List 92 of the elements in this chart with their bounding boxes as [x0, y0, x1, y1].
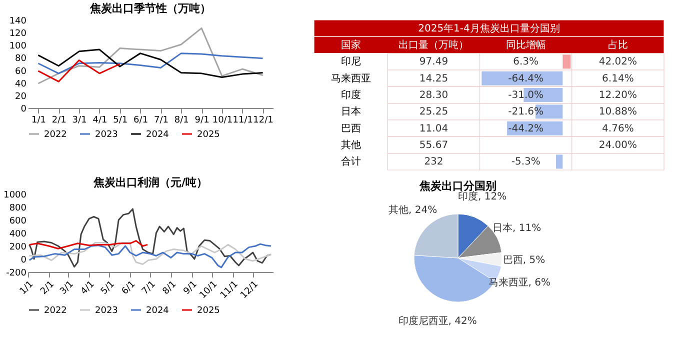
y-tick-label: 合计 [340, 156, 361, 168]
chart-title: 焦炭出口利润（元/吨） [92, 176, 208, 189]
legend-label: 2022 [44, 306, 67, 316]
line-series [37, 59, 121, 82]
y-tick-label: 1000 [4, 190, 27, 200]
data-label: 12.20% [598, 90, 638, 101]
legend-label: 2023 [95, 130, 118, 140]
y-tick-label: 20 [15, 92, 27, 102]
y-tick-label: 印尼 [340, 56, 361, 68]
data-label: 14.25 [419, 73, 448, 84]
legend-label: 2023 [95, 306, 118, 316]
y-tick-label: -200 [6, 268, 27, 278]
slice-label: 巴西, 5% [502, 255, 546, 266]
x-tick-label: 5/1 [113, 116, 128, 126]
data-label: 24.00% [598, 140, 638, 151]
data-label: 4.76% [602, 123, 634, 134]
line-series [37, 27, 264, 84]
data-label: 97.49 [419, 56, 448, 68]
x-tick-label: 10/1 [212, 116, 233, 126]
x-tick-label: 3/1 [58, 280, 76, 297]
data-label: 10.88% [598, 106, 638, 118]
data-label: -5.3% [511, 156, 540, 168]
x-tick-label: 1/1 [18, 280, 36, 297]
legend-label: 2025 [197, 306, 220, 316]
y-tick-label: 巴西 [340, 123, 361, 134]
y-tick-label: 马来西亚 [330, 72, 371, 84]
slice-label: 印度, 12% [458, 190, 507, 203]
data-label: 6.3% [513, 56, 539, 68]
legend-label: 2024 [146, 130, 170, 140]
data-label: -21.6% [508, 106, 544, 118]
x-tick-label: 7/1 [140, 280, 158, 297]
data-label: 232 [424, 156, 444, 168]
line-series [28, 242, 272, 265]
line-series [28, 243, 272, 268]
y-tick-label: 80 [15, 54, 27, 64]
legend-label: 2022 [44, 130, 67, 140]
x-tick-label: 6/1 [134, 116, 148, 126]
y-tick-label: 40 [15, 79, 27, 90]
y-tick-label: 0 [20, 104, 27, 114]
x-tick-label: 2/1 [52, 116, 66, 126]
y-tick-label: 其他 [340, 139, 361, 151]
data-label: 6.14% [602, 73, 634, 84]
data-label: -31.0% [508, 90, 544, 101]
x-tick-label: 4/1 [79, 280, 97, 297]
data-label: 25.25 [419, 106, 448, 118]
x-tick-label: 6/1 [120, 280, 138, 297]
x-tick-label: 4/1 [92, 116, 108, 126]
y-tick-label: 200 [9, 242, 27, 252]
x-tick-label: 3/1 [72, 116, 87, 126]
y-axis-title: 国家 [340, 39, 361, 51]
x-tick-label: 占比 [608, 39, 628, 51]
y-tick-label: 100 [9, 42, 27, 52]
y-tick-label: 0 [20, 256, 27, 266]
y-tick-label: 印度 [340, 89, 361, 101]
data-label: 28.30 [419, 90, 448, 101]
x-tick-label: 出口量（万吨） [398, 39, 469, 51]
y-tick-label: 60 [15, 66, 27, 77]
x-tick-label: 8/1 [161, 280, 179, 297]
x-tick-label: 5/1 [99, 280, 117, 297]
line-series [28, 240, 148, 250]
chart-title: 焦炭出口季节性（万吨） [89, 2, 211, 15]
x-tick-label: 12/1 [253, 116, 274, 126]
slice-label: 日本, 11% [492, 222, 542, 234]
line-series [28, 208, 272, 268]
slice-label: 马来西亚, 6% [488, 276, 550, 288]
line-series [37, 52, 264, 74]
x-tick-label: 2/1 [39, 280, 56, 297]
x-tick-label: 9/1 [182, 280, 200, 297]
y-tick-label: 140 [9, 16, 27, 26]
chart-title: 2025年1-4月焦炭出口量分国别 [418, 22, 560, 34]
y-tick-label: 120 [9, 29, 27, 40]
data-label: 42.02% [598, 56, 638, 68]
y-tick-label: 日本 [340, 106, 361, 118]
x-tick-label: 8/1 [174, 116, 189, 126]
x-tick-label: 同比增幅 [506, 39, 546, 51]
x-tick-label: 1/1 [31, 116, 46, 126]
x-tick-label: 9/1 [194, 116, 210, 126]
data-label: 11.04 [419, 123, 448, 134]
y-tick-label: 600 [9, 216, 27, 226]
legend-label: 2024 [146, 306, 170, 316]
data-label: 55.67 [419, 140, 448, 151]
slice-label: 印度尼西亚, 42% [398, 314, 477, 327]
legend-label: 2025 [197, 130, 220, 140]
slice-label: 其他, 24% [388, 204, 438, 216]
y-tick-label: 800 [9, 204, 27, 214]
data-label: -44.2% [508, 123, 544, 134]
y-tick-label: 400 [9, 230, 27, 240]
x-tick-label: 11/1 [232, 116, 253, 126]
data-label: -64.4% [508, 73, 544, 84]
line-series [37, 48, 264, 78]
chart-title: 焦炭出口分国别 [418, 180, 496, 193]
x-tick-label: 7/1 [154, 116, 168, 126]
